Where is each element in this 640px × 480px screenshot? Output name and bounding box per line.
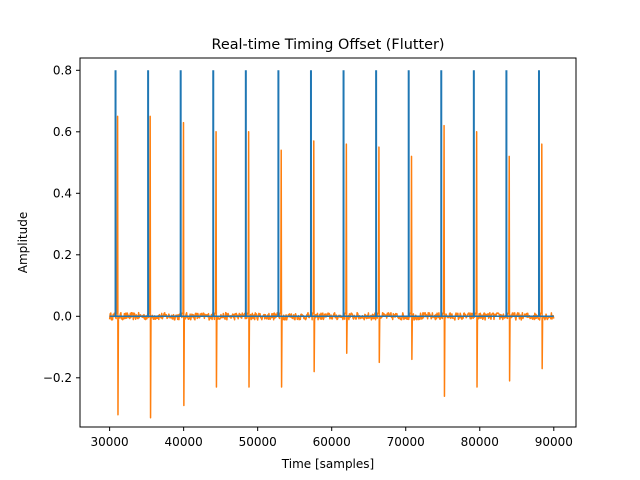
plot-area [79,57,577,428]
y-tick-label: 0.2 [53,248,72,262]
plot-frame [79,57,577,428]
y-tick-label: 0.8 [53,63,72,77]
x-tick-label: 30000 [91,435,129,449]
plot-background [80,58,576,427]
y-axis-title: Amplitude [16,212,30,274]
y-axis: −0.2 0.0 0.2 0.4 0.6 0.8 [43,63,80,385]
x-axis: 30000 40000 50000 60000 70000 80000 90000 [91,427,573,449]
x-axis-title: Time [samples] [281,457,374,471]
x-tick-label: 90000 [535,435,573,449]
x-tick-label: 80000 [461,435,499,449]
x-tick-label: 40000 [165,435,203,449]
chart-title: Real-time Timing Offset (Flutter) [212,37,445,53]
y-tick-label: −0.2 [43,371,72,385]
y-tick-label: 0.4 [53,186,72,200]
x-tick-label: 50000 [239,435,277,449]
y-tick-label: 0.0 [53,309,72,323]
x-tick-label: 60000 [313,435,351,449]
x-tick-label: 70000 [387,435,425,449]
series-layer [108,70,555,419]
y-tick-label: 0.6 [53,125,72,139]
